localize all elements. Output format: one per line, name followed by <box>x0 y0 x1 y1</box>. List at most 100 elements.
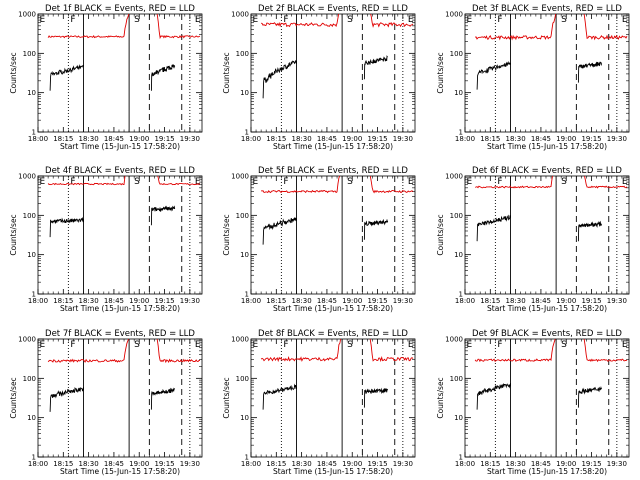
x-tick-label: 19:00 <box>556 297 576 305</box>
panel-title: Det 1f BLACK = Events, RED = LLD <box>45 4 195 14</box>
y-axis-label: Counts/sec <box>9 52 18 93</box>
x-tick-label: 19:15 <box>367 460 387 468</box>
detector-panel-3: Det 3f BLACK = Events, RED = LLD 1 10 100 10… <box>436 4 630 151</box>
y-axis-label: Counts/sec <box>222 52 231 93</box>
y-axis-label: Counts/sec <box>9 214 18 255</box>
x-tick-label: 19:15 <box>154 135 174 143</box>
y-tick-label: 10 <box>240 251 249 259</box>
x-axis-label: Start Time (15-Jun-15 17:58:20) <box>273 467 393 476</box>
segment-flag-s: S <box>561 15 567 25</box>
x-tick-label: 19:30 <box>393 460 413 468</box>
segment-flag-e: E <box>195 177 201 187</box>
events-series-line <box>577 220 603 242</box>
segment-flag-e: E <box>195 340 201 350</box>
detector-panel-2: Det 2f BLACK = Events, RED = LLD 1 10 100 10… <box>222 4 416 151</box>
y-tick-label: 1 <box>245 129 249 137</box>
segment-flag-e: E <box>408 177 414 187</box>
detector-panel-1: Det 1f BLACK = Events, RED = LLD 1 10 100 10… <box>9 4 203 151</box>
events-series-line <box>262 60 298 99</box>
x-tick-label: 18:15 <box>53 135 73 143</box>
plot-frame <box>464 338 630 458</box>
events-series-line <box>262 383 298 410</box>
y-tick-label: 1000 <box>18 336 36 344</box>
detector-panel-6: Det 6f BLACK = Events, RED = LLD 1 10 100 10… <box>436 166 630 313</box>
x-tick-label: 18:15 <box>266 460 286 468</box>
panel-title: Det 6f BLACK = Events, RED = LLD <box>472 166 622 176</box>
segment-flag-f: F <box>283 177 288 187</box>
y-tick-label: 1000 <box>231 173 249 181</box>
y-tick-label: 100 <box>450 375 463 383</box>
panel-title: Det 7f BLACK = Events, RED = LLD <box>45 329 195 339</box>
x-tick-label: 19:00 <box>129 135 149 143</box>
y-tick-label: 1 <box>32 291 36 299</box>
x-tick-label: 19:00 <box>342 135 362 143</box>
x-tick-label: 19:15 <box>367 135 387 143</box>
y-tick-label: 1000 <box>18 173 36 181</box>
lld-series-line <box>47 176 201 186</box>
x-tick-label: 18:00 <box>28 135 48 143</box>
x-tick-label: 18:30 <box>79 297 99 305</box>
lld-series-line <box>260 339 414 363</box>
segment-flag-e: E <box>467 177 473 187</box>
plot-frame <box>37 338 203 458</box>
lld-series-line <box>47 14 201 40</box>
segment-flag-s: S <box>134 15 140 25</box>
y-tick-label: 1000 <box>445 336 463 344</box>
y-tick-label: 1000 <box>445 173 463 181</box>
x-tick-label: 19:30 <box>180 460 200 468</box>
x-tick-label: 18:00 <box>455 297 475 305</box>
y-tick-label: 1 <box>459 291 463 299</box>
x-axis-label: Start Time (15-Jun-15 17:58:20) <box>487 142 607 151</box>
lld-series-line <box>474 176 628 189</box>
x-tick-label: 18:45 <box>104 297 124 305</box>
segment-flag-s: S <box>134 177 140 187</box>
x-tick-label: 18:15 <box>480 135 500 143</box>
plot-frame <box>464 175 630 295</box>
y-tick-label: 10 <box>454 414 463 422</box>
x-tick-label: 19:00 <box>556 460 576 468</box>
events-series-line <box>577 61 603 83</box>
x-tick-label: 19:00 <box>556 135 576 143</box>
y-tick-label: 100 <box>450 50 463 58</box>
y-tick-label: 10 <box>27 414 36 422</box>
events-series-line <box>150 387 176 410</box>
x-tick-label: 18:30 <box>79 460 99 468</box>
x-tick-label: 19:15 <box>367 297 387 305</box>
segment-flag-f: F <box>497 177 502 187</box>
plot-frame <box>250 13 416 133</box>
segment-flag-e: E <box>253 177 259 187</box>
y-tick-label: 1 <box>459 454 463 462</box>
lld-series-line <box>474 339 628 363</box>
segment-flag-e: E <box>40 15 46 25</box>
events-series-line <box>150 64 176 91</box>
segment-flag-f: F <box>497 15 502 25</box>
x-tick-label: 18:00 <box>241 297 261 305</box>
y-tick-label: 10 <box>454 89 463 97</box>
y-tick-label: 1 <box>245 454 249 462</box>
x-tick-label: 19:30 <box>180 135 200 143</box>
y-axis-label: Counts/sec <box>9 377 18 418</box>
events-series-line <box>49 216 85 238</box>
y-tick-label: 100 <box>236 50 249 58</box>
segment-flag-f: F <box>283 15 288 25</box>
x-tick-label: 18:45 <box>104 135 124 143</box>
x-tick-label: 18:15 <box>53 297 73 305</box>
segment-flag-e: E <box>40 177 46 187</box>
x-tick-label: 18:00 <box>455 135 475 143</box>
panel-title: Det 9f BLACK = Events, RED = LLD <box>472 329 622 339</box>
y-axis-label: Counts/sec <box>222 377 231 418</box>
events-series-line <box>363 387 389 408</box>
events-series-line <box>363 218 389 240</box>
segment-flag-f: F <box>283 340 288 350</box>
x-tick-label: 19:15 <box>581 460 601 468</box>
x-axis-label: Start Time (15-Jun-15 17:58:20) <box>60 467 180 476</box>
y-tick-label: 10 <box>454 251 463 259</box>
x-tick-label: 18:45 <box>104 460 124 468</box>
x-tick-label: 18:30 <box>79 135 99 143</box>
y-tick-label: 100 <box>23 375 36 383</box>
y-tick-label: 10 <box>27 251 36 259</box>
x-axis-label: Start Time (15-Jun-15 17:58:20) <box>60 304 180 313</box>
segment-flag-s: S <box>134 340 140 350</box>
x-tick-label: 18:15 <box>53 460 73 468</box>
y-axis-label: Counts/sec <box>436 377 445 418</box>
